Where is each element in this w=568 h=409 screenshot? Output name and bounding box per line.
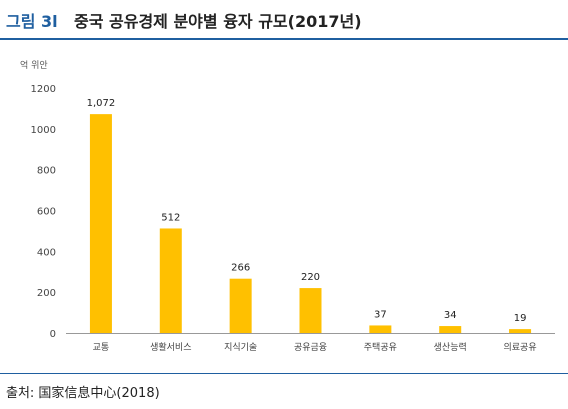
- x-category-label: 생활서비스: [150, 341, 191, 353]
- bar-value-label: 19: [514, 313, 527, 324]
- bar: [229, 278, 252, 333]
- footer-rule: [0, 373, 568, 374]
- bar-value-label: 220: [301, 272, 320, 283]
- y-tick-label: 400: [37, 247, 56, 258]
- bar-value-label: 512: [161, 212, 180, 223]
- bar: [159, 228, 182, 333]
- y-tick-label: 600: [37, 207, 56, 218]
- bar: [509, 329, 532, 333]
- bar: [299, 288, 322, 333]
- bar-value-label: 266: [231, 263, 250, 274]
- bar: [89, 114, 112, 333]
- y-tick-label: 0: [50, 329, 56, 340]
- bar-chart: 0 200 400 600 800 1000 1200 1,072 교통 512 생활서비스 266 지…: [31, 84, 555, 353]
- bar-value-label: 34: [444, 310, 457, 321]
- figure-header: 그림 3l 중국 공유경제 분야별 융자 규모(2017년): [0, 0, 568, 40]
- bar: [439, 326, 462, 333]
- header-rule: [0, 38, 568, 40]
- bar-value-label: 37: [374, 309, 387, 320]
- bar-value-label: 1,072: [87, 98, 116, 109]
- y-tick-label: 200: [37, 288, 56, 299]
- x-category-label: 공유금융: [294, 342, 327, 353]
- y-tick-label: 1000: [31, 125, 56, 136]
- y-tick-label: 800: [37, 166, 56, 177]
- y-tick-label: 1200: [31, 84, 56, 95]
- source-note: 출처: 国家信息中心(2018): [6, 386, 160, 401]
- x-category-label: 의료공유: [504, 342, 537, 353]
- bar: [369, 325, 392, 333]
- x-category-label: 주택공유: [364, 342, 397, 353]
- unit-label: 억 위안: [20, 61, 48, 71]
- figure-title: 중국 공유경제 분야별 융자 규모(2017년): [74, 12, 362, 31]
- figure-label: 그림 3l: [6, 12, 58, 31]
- x-category-label: 지식기술: [224, 342, 257, 353]
- x-category-label: 교통: [93, 342, 110, 353]
- x-category-label: 생산능력: [434, 341, 467, 353]
